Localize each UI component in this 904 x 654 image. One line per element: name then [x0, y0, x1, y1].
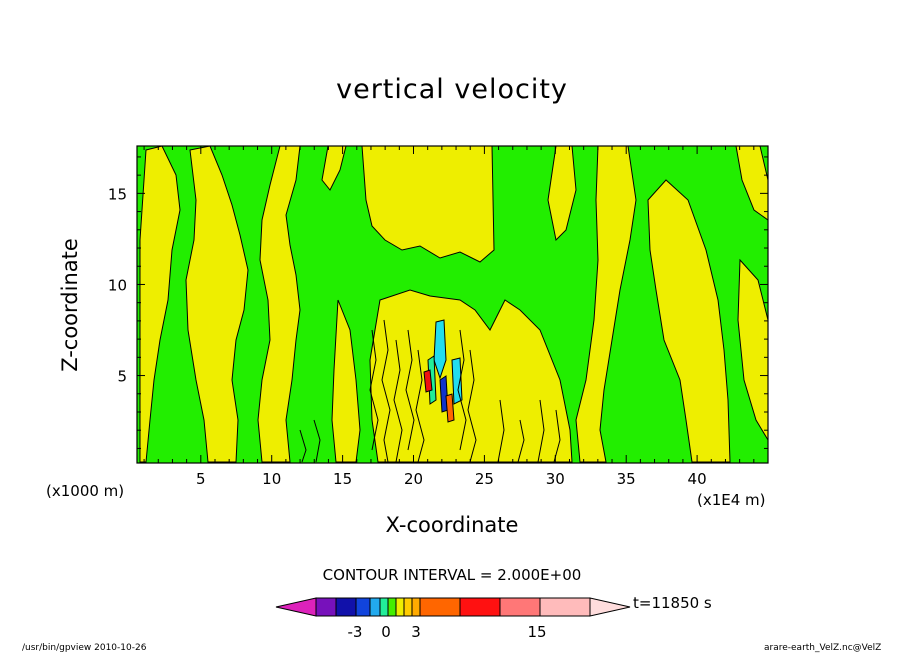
y-axis-label-wrap: Z-coordinate — [58, 238, 204, 372]
colorbar-segment — [411, 597, 421, 617]
y-tick-label: 10 — [108, 276, 127, 294]
x-unit-right: (x1E4 m) — [697, 491, 766, 509]
colorbar-segment — [419, 597, 461, 617]
colorbar-tick-label: 3 — [411, 623, 421, 641]
chart-title: vertical velocity — [336, 74, 568, 105]
colorbar-segment — [395, 597, 405, 617]
cell-cyan — [433, 319, 447, 380]
colorbar-tick-label: -3 — [348, 623, 363, 641]
colorbar-segment — [459, 597, 501, 617]
colorbar-segment — [539, 597, 591, 617]
x-tick-label: 20 — [404, 470, 423, 488]
field-positive — [185, 146, 249, 463]
x-tick-label: 15 — [333, 470, 352, 488]
colorbar-segment — [387, 597, 397, 617]
x-unit-left: (x1000 m) — [46, 482, 125, 500]
x-tick-label: 5 — [196, 470, 206, 488]
colorbar-segment — [379, 597, 389, 617]
contour-lines — [299, 319, 561, 463]
y-axis-label: Z-coordinate — [58, 238, 82, 372]
colorbar-segment — [355, 597, 371, 617]
field-positive — [361, 146, 495, 263]
x-tick-label: 35 — [617, 470, 636, 488]
field-positive — [331, 299, 361, 463]
field-positive — [139, 146, 181, 463]
colorbar-left-arrow — [275, 597, 317, 617]
y-axis: 5 10 15 — [108, 156, 768, 449]
footer-right: arare-earth_VelZ.nc@VelZ — [764, 643, 882, 653]
field-positive — [737, 258, 768, 441]
field-positive — [735, 146, 768, 221]
colorbar-tick-label: 0 — [381, 623, 391, 641]
cell-red — [423, 369, 433, 393]
field-positive — [369, 289, 573, 463]
cell-orange — [445, 393, 455, 423]
x-axis-label: X-coordinate — [385, 513, 519, 537]
colorbar-segment — [335, 597, 357, 617]
plot-frame — [136, 145, 769, 464]
colorbar: -3 0 3 15 — [275, 597, 631, 641]
time-label: t=11850 s — [633, 594, 712, 612]
contour-interval: CONTOUR INTERVAL = 2.000E+00 — [322, 566, 582, 584]
field-positive — [321, 146, 347, 191]
x-tick-label: 10 — [262, 470, 281, 488]
colorbar-right-arrow — [589, 597, 631, 617]
footer-left: /usr/bin/gpview 2010-10-26 — [22, 643, 147, 653]
colorbar-segment — [499, 597, 541, 617]
y-tick-label: 15 — [108, 185, 127, 203]
colorbar-segment — [315, 597, 337, 617]
cell-cyan — [451, 357, 463, 405]
x-tick-label: 25 — [475, 470, 494, 488]
y-tick-label: 5 — [117, 368, 127, 386]
field-positive — [647, 179, 731, 463]
x-axis: 5 10 15 20 25 30 35 40 — [143, 146, 755, 488]
field-positive — [547, 146, 577, 242]
colorbar-tick-label: 15 — [527, 623, 546, 641]
field-positive — [257, 146, 301, 463]
field-positive — [575, 146, 637, 463]
colorbar-segment — [369, 597, 381, 617]
x-tick-label: 30 — [546, 470, 565, 488]
colorbar-segment — [403, 597, 413, 617]
plot-area — [137, 146, 768, 463]
x-tick-label: 40 — [688, 470, 707, 488]
